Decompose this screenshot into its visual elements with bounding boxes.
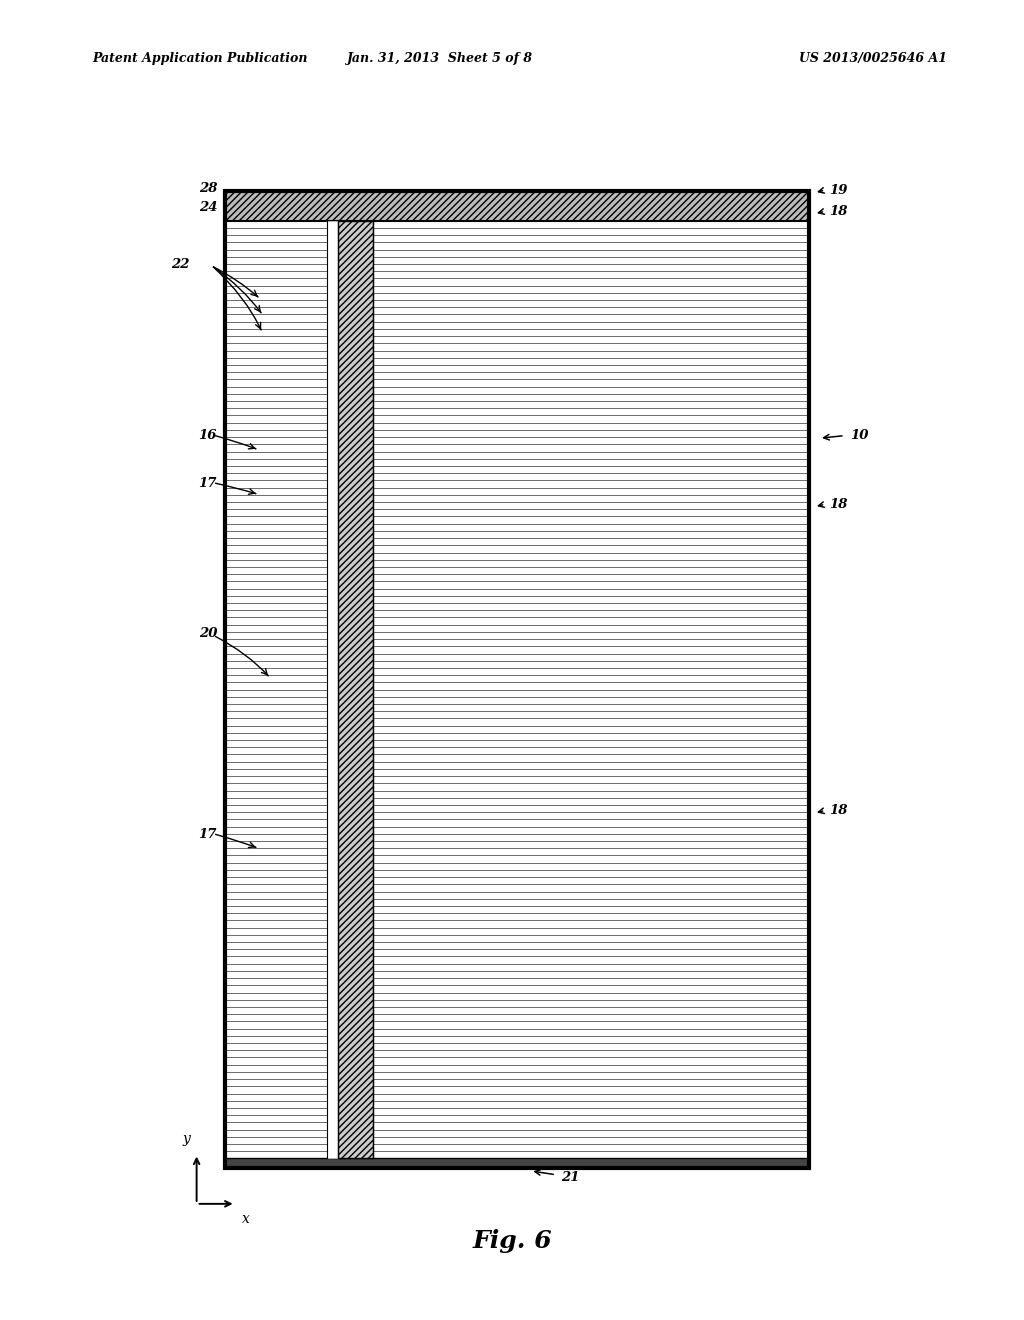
Text: y: y: [182, 1131, 190, 1146]
Text: 18: 18: [829, 804, 848, 817]
Text: Patent Application Publication: Patent Application Publication: [92, 51, 307, 65]
Text: 28: 28: [199, 182, 217, 195]
Bar: [338, 220, 373, 1159]
Bar: [225, 191, 809, 1168]
Text: 19: 19: [829, 183, 848, 197]
Bar: [328, 220, 338, 1159]
Text: 20: 20: [199, 627, 217, 640]
Text: 17: 17: [199, 477, 217, 490]
Text: Jan. 31, 2013  Sheet 5 of 8: Jan. 31, 2013 Sheet 5 of 8: [347, 51, 534, 65]
Text: 17: 17: [199, 828, 217, 841]
Text: 10: 10: [850, 429, 868, 442]
Text: 21: 21: [561, 1171, 580, 1184]
Text: x: x: [242, 1212, 250, 1226]
Text: Fig. 6: Fig. 6: [472, 1229, 552, 1253]
Text: 18: 18: [829, 498, 848, 511]
Text: 16: 16: [199, 429, 217, 442]
Text: US 2013/0025646 A1: US 2013/0025646 A1: [799, 51, 947, 65]
Text: 18: 18: [829, 205, 848, 218]
Text: 22: 22: [171, 257, 189, 271]
Bar: [225, 1159, 809, 1168]
Bar: [225, 191, 809, 220]
Text: 24: 24: [199, 201, 217, 214]
